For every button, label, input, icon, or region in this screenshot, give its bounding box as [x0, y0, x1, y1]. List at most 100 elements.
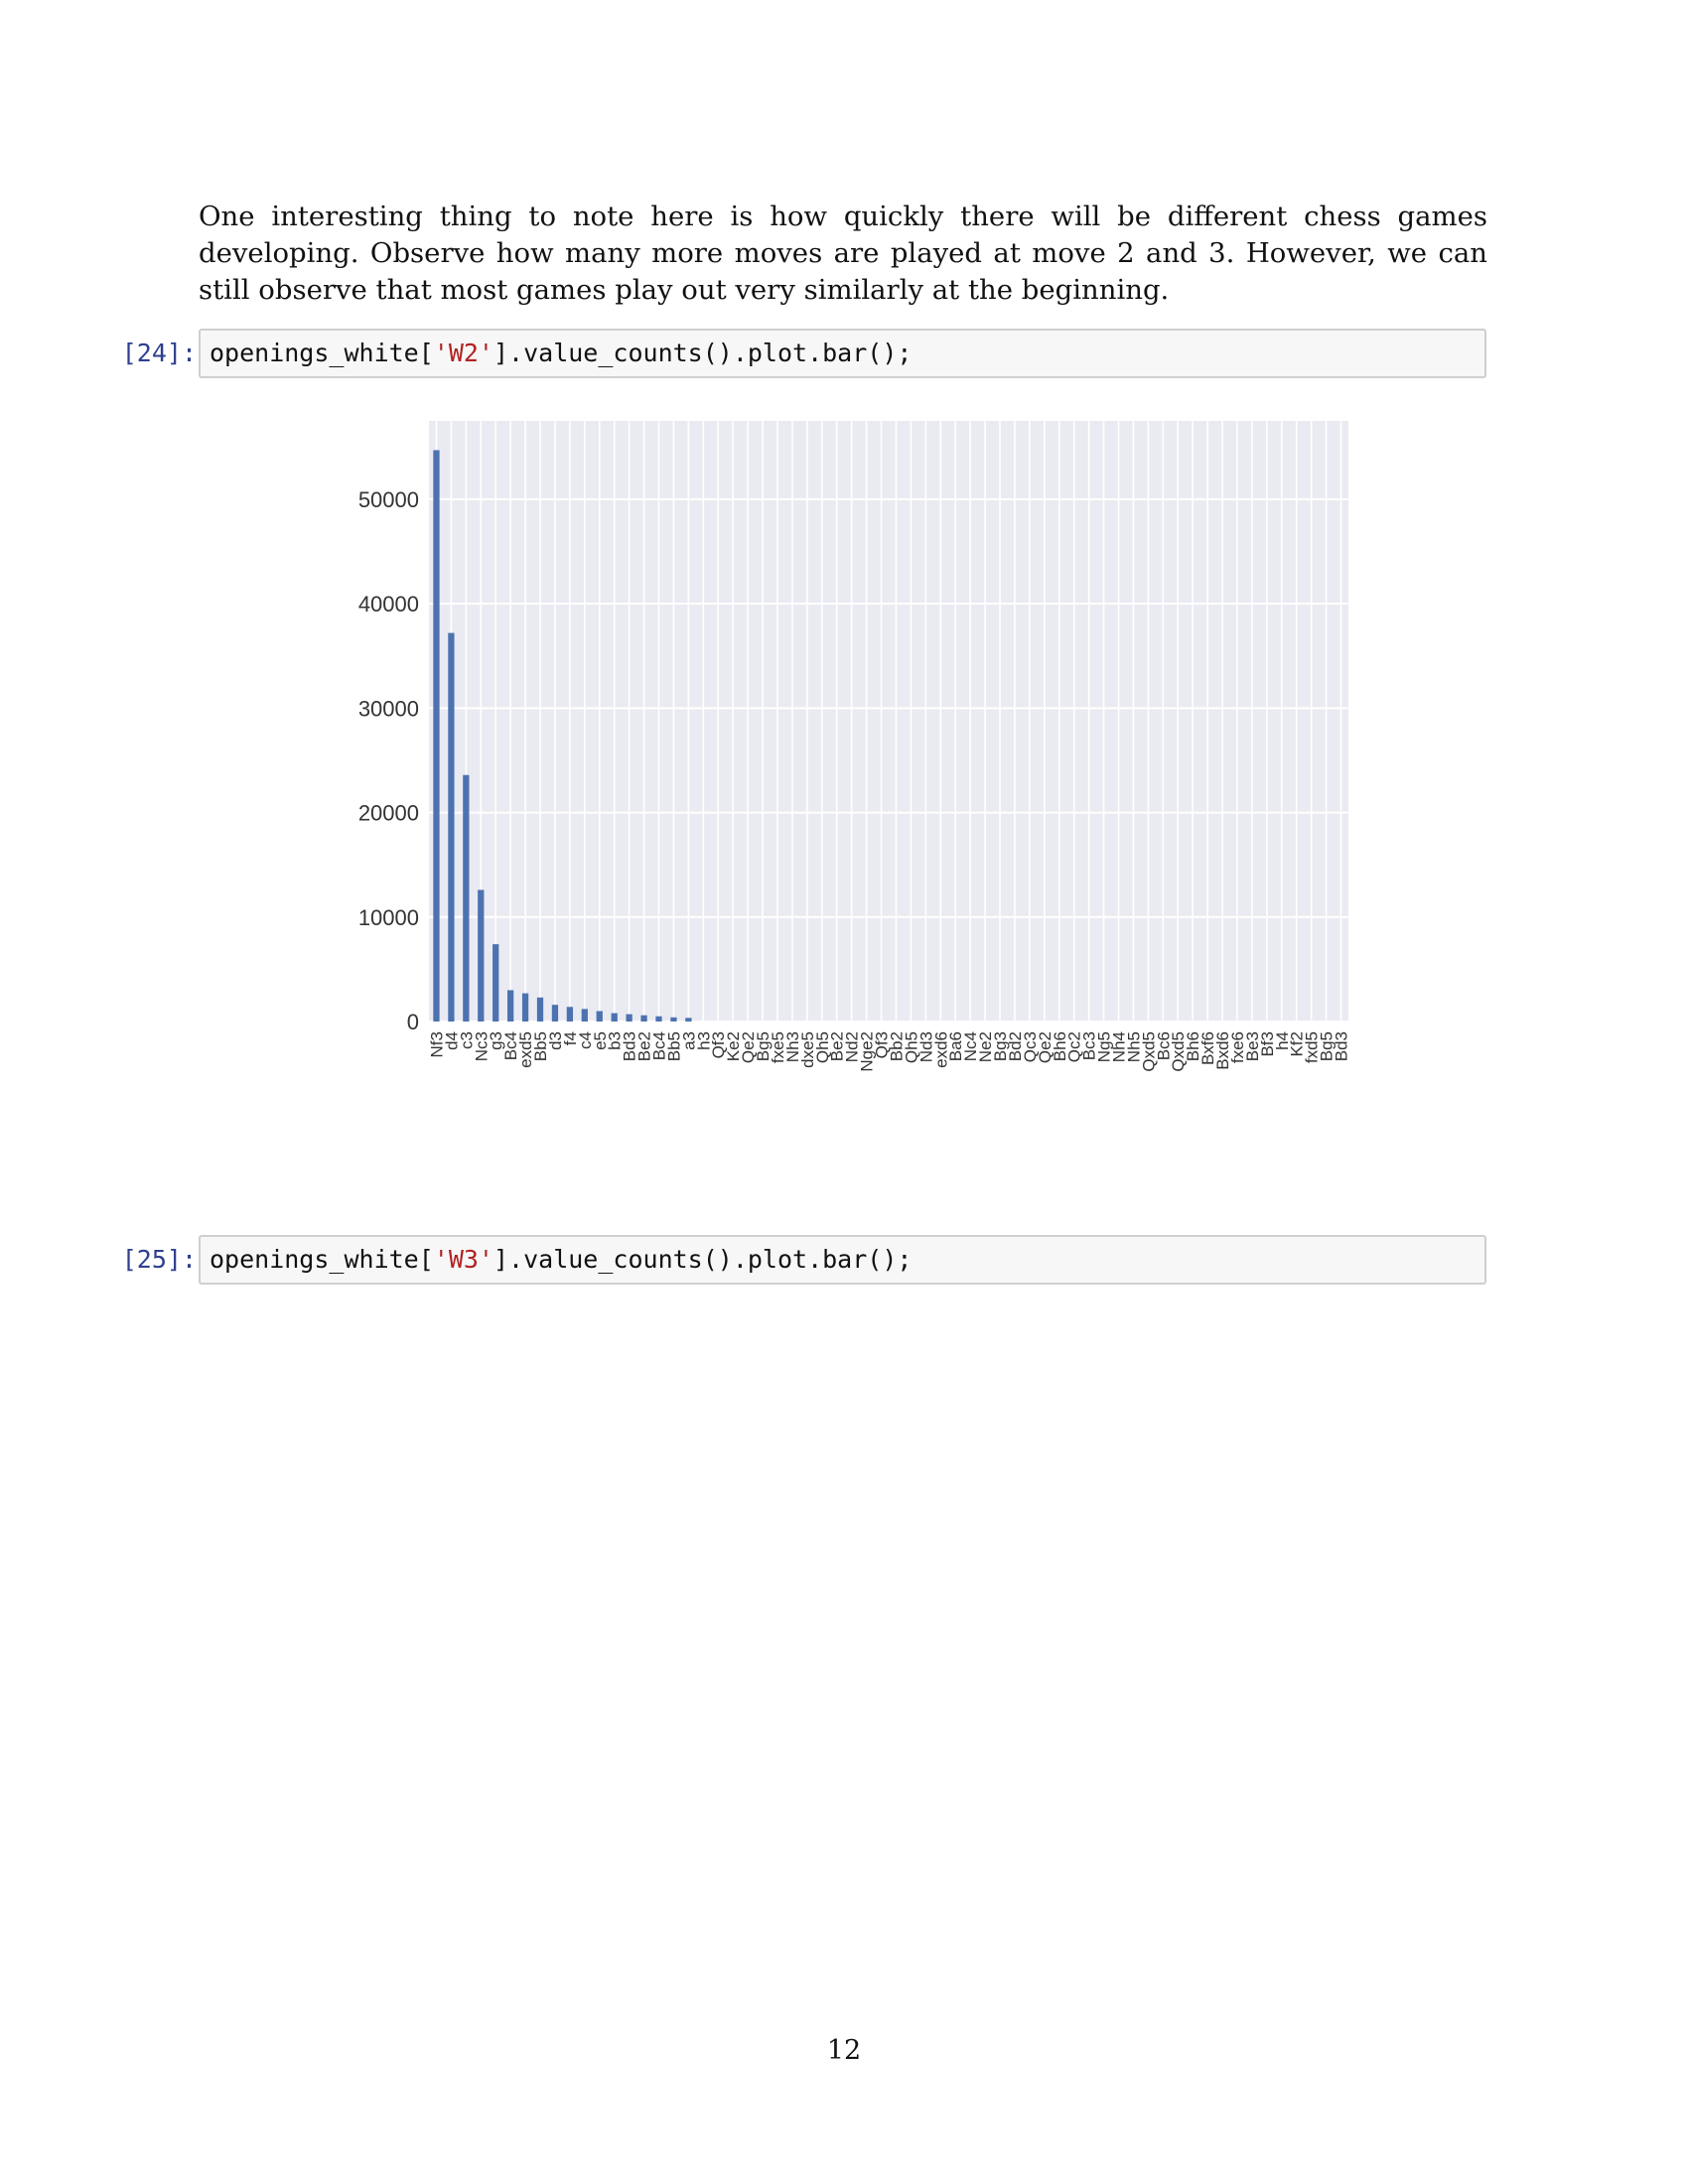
x-tick-label: c4: [576, 1031, 595, 1049]
x-tick-label: Bb2: [887, 1031, 906, 1061]
x-tick-label: Bc3: [1080, 1031, 1099, 1060]
x-tick-label: Qh5: [902, 1031, 920, 1063]
x-tick-label: d3: [546, 1031, 565, 1050]
x-tick-label: exd5: [516, 1031, 535, 1068]
x-tick-label: Bg5: [1318, 1031, 1336, 1061]
x-tick-label: Qh5: [813, 1031, 832, 1063]
x-tick-label: Bc4: [650, 1031, 669, 1060]
y-tick-label: 40000: [358, 592, 419, 616]
x-tick-label: Be3: [1243, 1031, 1262, 1061]
x-tick-label: Bd3: [1333, 1031, 1351, 1061]
x-tick-label: Nd2: [843, 1031, 862, 1062]
y-tick-label: 0: [407, 1010, 419, 1034]
cell-prompt-25: [25]:: [121, 1245, 197, 1274]
code-text: openings_white[: [210, 339, 434, 367]
x-tick-label: Bb5: [531, 1031, 550, 1061]
bar: [448, 632, 455, 1022]
x-tick-label: c3: [457, 1031, 476, 1049]
body-paragraph: One interesting thing to note here is ho…: [199, 201, 1487, 306]
x-tick-label: e5: [591, 1031, 610, 1050]
x-tick-label: Nh3: [783, 1031, 802, 1062]
bar: [433, 450, 440, 1022]
x-tick-label: Qf3: [873, 1031, 892, 1058]
code-string: 'W3': [433, 1245, 493, 1274]
bar: [536, 997, 544, 1022]
x-tick-label: Qc3: [1021, 1031, 1040, 1062]
bar: [670, 1017, 677, 1022]
x-tick-label: Bb5: [664, 1031, 683, 1061]
bar: [463, 774, 470, 1022]
bar: [492, 944, 499, 1022]
y-tick-label: 10000: [358, 905, 419, 930]
plot-area: [429, 421, 1348, 1022]
x-tick-label: Bc6: [1154, 1031, 1173, 1060]
y-tick-label: 20000: [358, 801, 419, 826]
x-tick-label: Bh6: [1051, 1031, 1069, 1061]
code-string: 'W2': [433, 339, 493, 367]
x-tick-label: Be2: [635, 1031, 654, 1061]
bar: [581, 1009, 588, 1022]
x-tick-label: Kf2: [1288, 1031, 1307, 1057]
bar: [551, 1005, 559, 1022]
x-tick-label: Nc3: [472, 1031, 491, 1061]
x-tick-label: Bh6: [1184, 1031, 1202, 1061]
x-tick-label: Nh5: [1124, 1031, 1143, 1062]
x-tick-label: Bxf6: [1198, 1031, 1217, 1065]
x-tick-label: Bd2: [1006, 1031, 1025, 1061]
x-tick-label: Bg5: [754, 1031, 773, 1061]
bar: [521, 993, 529, 1022]
x-tick-label: Ne2: [976, 1031, 995, 1062]
bar: [596, 1011, 603, 1022]
x-tick-label: Bxd6: [1213, 1031, 1232, 1070]
bar: [507, 990, 514, 1022]
x-tick-label: g3: [487, 1031, 505, 1050]
x-tick-label: Qc2: [1065, 1031, 1084, 1062]
x-tick-label: Qf3: [709, 1031, 728, 1058]
code-text: ].value_counts().plot.bar();: [493, 339, 913, 367]
x-tick-label: a3: [679, 1031, 698, 1050]
bar: [655, 1016, 662, 1022]
bar: [626, 1014, 633, 1022]
x-tick-label: Bg3: [991, 1031, 1010, 1061]
x-tick-label: Nc4: [961, 1031, 980, 1061]
x-tick-label: Be2: [828, 1031, 847, 1061]
code-text: ].value_counts().plot.bar();: [493, 1245, 913, 1274]
x-tick-label: Nh4: [1110, 1031, 1129, 1062]
x-tick-label: b3: [606, 1031, 625, 1050]
y-tick-label: 30000: [358, 696, 419, 721]
x-tick-label: h3: [694, 1031, 713, 1050]
x-tick-label: f4: [561, 1031, 580, 1045]
x-tick-label: Bf3: [1258, 1031, 1277, 1057]
x-tick-label: d4: [442, 1031, 461, 1050]
x-tick-label: Qe2: [739, 1031, 758, 1063]
x-tick-label: fxe5: [769, 1031, 787, 1063]
x-tick-label: Nf3: [427, 1031, 446, 1057]
bar: [566, 1007, 574, 1022]
x-tick-label: fxe6: [1228, 1031, 1247, 1063]
y-tick-label: 50000: [358, 487, 419, 512]
code-text: openings_white[: [210, 1245, 434, 1274]
x-tick-label: fxd5: [1303, 1031, 1322, 1063]
x-tick-label: h4: [1273, 1031, 1292, 1050]
bar-chart: 01000020000300004000050000Nf3d4c3Nc3g3Bc…: [358, 421, 1351, 1072]
x-tick-label: exd6: [931, 1031, 950, 1068]
page-number: 12: [826, 2035, 862, 2066]
x-tick-label: dxe5: [798, 1031, 817, 1068]
x-tick-label: Bc4: [501, 1031, 520, 1060]
bar: [478, 889, 485, 1022]
bar: [611, 1013, 618, 1022]
x-tick-label: Ba6: [946, 1031, 965, 1061]
x-tick-label: Qe2: [1036, 1031, 1055, 1063]
bar: [685, 1018, 692, 1022]
bar: [640, 1015, 647, 1022]
x-tick-label: Nge2: [858, 1031, 877, 1072]
code-cell-25[interactable]: openings_white['W3'].value_counts().plot…: [199, 1235, 1486, 1285]
x-tick-label: Nd3: [916, 1031, 935, 1062]
code-cell-24[interactable]: openings_white['W2'].value_counts().plot…: [199, 329, 1486, 378]
cell-prompt-24: [24]:: [121, 339, 197, 367]
x-tick-label: Qxd5: [1139, 1031, 1158, 1072]
x-tick-label: Qxd5: [1169, 1031, 1188, 1072]
x-tick-label: Ng5: [1095, 1031, 1114, 1062]
x-tick-label: Bd3: [621, 1031, 639, 1061]
x-tick-label: Ke2: [724, 1031, 743, 1061]
